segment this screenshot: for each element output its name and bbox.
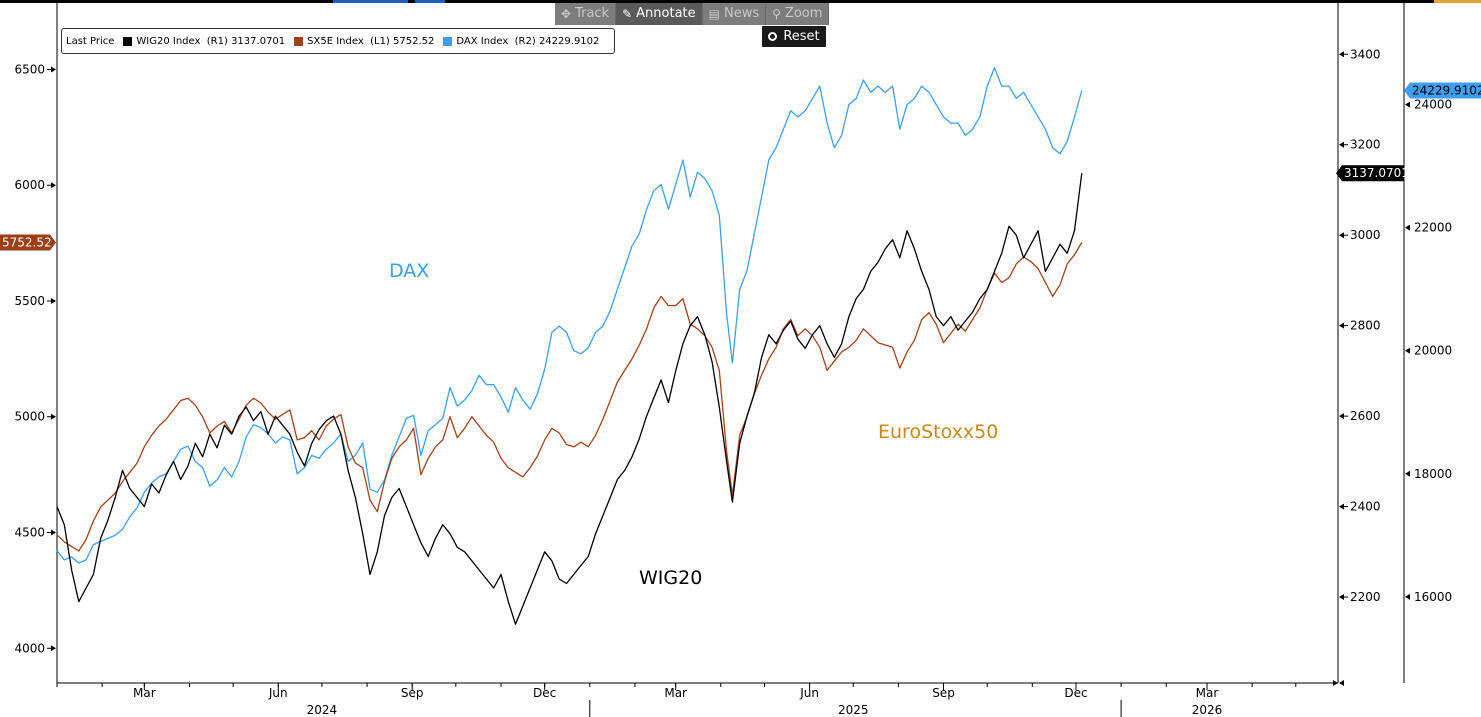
top-strip-tab-1 [333,0,408,3]
right2-tick-mark [1405,347,1410,354]
legend-label-wig20: WIG20 Index (R1) 3137.0701 [136,35,286,47]
left-tick-label: 6500 [14,62,45,76]
dax-last-badge: 24229.9102 [1404,82,1481,99]
annotation-eurostoxx50: EuroStoxx50 [878,421,999,443]
left-tick-label: 5000 [14,410,45,424]
legend-item-dax[interactable]: DAX Index (R2) 24229.9102 [443,36,599,47]
annotate-button[interactable]: ✎ Annotate [616,3,703,25]
right1-tick-label: 2600 [1350,409,1381,423]
right1-tick-label: 3000 [1350,228,1381,242]
x-tick-label: Jun [268,686,288,700]
x-tick-label: Mar [1196,686,1219,700]
right1-tick-label: 3200 [1350,138,1381,152]
news-button[interactable]: ▤ News [703,3,767,25]
reset-label: Reset [783,29,820,44]
x-tick-label: Mar [133,686,156,700]
right2-tick-mark [1405,470,1410,477]
sx5e-last-badge-shape [0,234,56,251]
x-year-label: 2024 [307,703,338,717]
legend-swatch-dax [443,36,453,46]
top-strip-tab-2 [415,0,445,3]
annotation-dax: DAX [389,260,430,282]
magnifier-icon: ⚲ [772,7,781,21]
x-axis: Mar Jun Sep Dec Mar Jun Sep Dec Mar 2024 2025 2026 [56,680,1338,717]
right1-tick-label: 3400 [1350,47,1381,61]
track-button[interactable]: ✥ Track [555,3,617,25]
dax-last-badge-text: 24229.9102 [1412,83,1481,97]
right2-tick-label: 20000 [1414,344,1452,358]
wig20-last-badge-shape [1336,165,1404,182]
dax-last-badge-shape [1404,82,1481,99]
left-tick-label: 4000 [14,641,45,655]
track-label: Track [575,6,610,21]
x-tick-label: Jun [799,686,819,700]
right-axis-2: 16000 18000 20000 22000 24000 [1405,98,1452,604]
top-status-strip [0,0,1481,3]
top-strip-tab-3 [1434,0,1481,3]
plot-frame [56,0,1405,684]
x-tick-label: Sep [932,686,955,700]
right2-tick-label: 18000 [1414,467,1452,481]
left-tick-label: 5500 [14,294,45,308]
legend-swatch-wig20 [123,36,133,46]
left-tick-label: 6000 [14,178,45,192]
pencil-icon: ✎ [622,7,633,21]
chart-toolbar: ✥ Track ✎ Annotate ▤ News ⚲ Zoom [555,3,830,25]
news-icon: ▤ [708,7,720,21]
sx5e-line [56,242,1083,552]
sx5e-last-badge-text: 5752.52 [2,236,52,250]
wig20-last-badge: 3137.0701 [1336,165,1409,182]
dax-line [56,67,1083,564]
right-axis-1: 2200 2400 2600 2800 3000 3200 3400 [1339,47,1381,686]
badge-layer: 5752.52 3137.0701 24229.9102 [0,82,1481,251]
legend-label-sx5e: SX5E Index (L1) 5752.52 [307,35,435,47]
sx5e-last-badge: 5752.52 [0,234,56,251]
annotation-wig20: WIG20 [639,567,703,589]
right2-tick-mark [1405,101,1410,108]
series-layer [56,67,1083,625]
x-tick-label: Mar [664,686,687,700]
x-tick-label: Dec [1064,686,1087,700]
wig20-line [56,173,1083,625]
legend-item-wig20[interactable]: WIG20 Index (R1) 3137.0701 [123,36,285,47]
reset-icon [768,32,778,41]
right1-tick-label: 2800 [1350,319,1381,333]
right2-tick-mark [1405,593,1410,600]
right2-tick-label: 16000 [1414,590,1452,604]
right2-tick-label: 22000 [1414,221,1452,235]
right1-bottom-mark [1339,680,1344,686]
chart-legend: Last Price WIG20 Index (R1) 3137.0701 SX… [61,28,616,54]
x-tick-label: Sep [401,686,424,700]
zoom-button[interactable]: ⚲ Zoom [766,3,830,25]
left-axis: 4000 4500 5000 5500 6000 6500 [14,62,56,655]
right1-tick-label: 2400 [1350,500,1381,514]
x-year-label: 2026 [1192,703,1223,717]
right1-tick-label: 2200 [1350,590,1381,604]
x-year-label: 2025 [838,703,869,717]
wig20-last-badge-text: 3137.0701 [1344,166,1409,180]
zoom-label: Zoom [784,6,823,21]
x-tick-label: Dec [533,686,556,700]
legend-label-dax: DAX Index (R2) 24229.9102 [456,35,600,47]
legend-prefix: Last Price [66,35,115,47]
legend-item-sx5e[interactable]: SX5E Index (L1) 5752.52 [294,36,434,47]
x-axis-end-mark [1333,680,1338,686]
crosshair-icon: ✥ [561,7,572,21]
right2-tick-label: 24000 [1414,98,1452,112]
annotate-label: Annotate [636,6,696,21]
left-tick-label: 4500 [14,526,45,540]
news-label: News [723,6,760,21]
legend-swatch-sx5e [294,36,304,46]
right2-tick-mark [1405,224,1410,231]
reset-button[interactable]: Reset [762,26,826,47]
